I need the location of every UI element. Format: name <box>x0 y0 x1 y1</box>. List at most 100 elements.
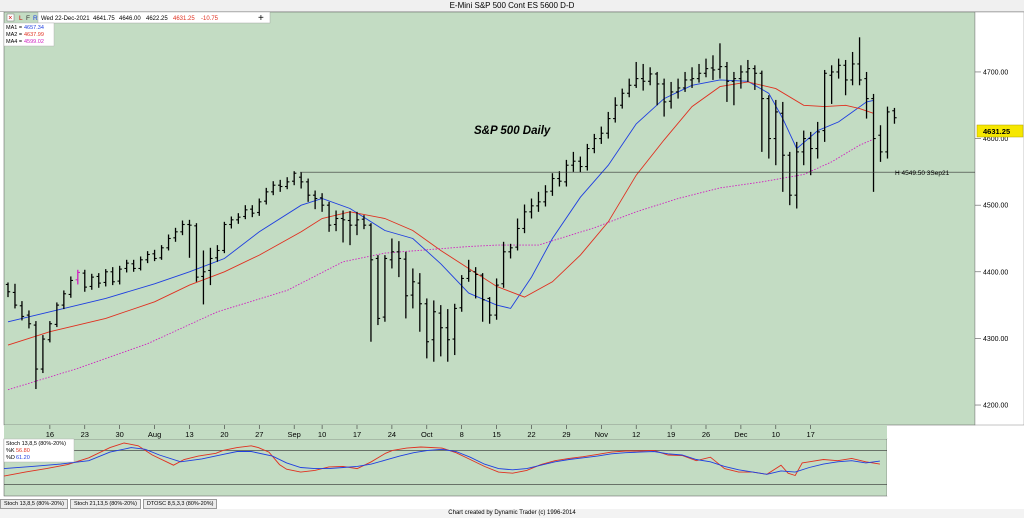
chart-area[interactable]: H 4549.50 3Sep21 4200.00 4300.00 4400.00 45… <box>0 11 1024 505</box>
series-line-ma1 <box>7 79 874 323</box>
x-tick-label: 13 <box>185 430 193 439</box>
tab-dtosc[interactable]: DTOSC 8,5,3,3 (80%-20%) <box>142 499 218 509</box>
ohlc-bar <box>494 278 499 320</box>
ohlc-bar <box>264 187 269 205</box>
ohlc-bar <box>229 216 234 229</box>
horizontal-line-layer: H 4549.50 3Sep21 <box>300 170 975 177</box>
ohlc-bar <box>5 282 11 298</box>
x-tick-label: Dec <box>734 430 748 439</box>
ohlc-bar <box>257 198 262 216</box>
price-axis: 4200.00 4300.00 4400.00 4500.00 4600.00 4700.… <box>975 69 1008 410</box>
ohlc-bar <box>278 179 283 192</box>
ohlc-bar <box>571 151 576 172</box>
x-tick-label: 30 <box>116 430 124 439</box>
ohlc-bar <box>843 59 848 96</box>
stoch-legend-box <box>3 438 75 463</box>
horizontal-line-label: H 4549.50 3Sep21 <box>895 170 950 177</box>
ohlc-bar <box>682 71 688 92</box>
ohlc-bar <box>368 223 374 342</box>
date-axis: 16 23 30 Aug 13 20 27 Sep 10 17 24 Oct 8 15 22 29 Nov 12 1… <box>4 425 887 439</box>
ohlc-bar <box>243 205 248 220</box>
y-tick-label: 4200.00 <box>983 403 1008 410</box>
ohlc-bar <box>613 97 618 123</box>
ohlc-bar <box>124 259 129 273</box>
x-tick-label: Oct <box>421 430 434 439</box>
x-tick-label: 16 <box>46 430 54 439</box>
ohlc-bar <box>40 335 46 374</box>
ohlc-bar <box>250 205 255 218</box>
ohlc-bar <box>508 243 513 259</box>
ohlc-bar <box>431 300 436 362</box>
window-title: E-Mini S&P 500 Cont ES 5600 D-D <box>0 0 1024 12</box>
ohlc-bar <box>731 71 737 106</box>
close-icon-glyph: × <box>8 15 12 22</box>
chart-title: S&P 500 Daily <box>474 125 551 137</box>
y-tick-label: 4500.00 <box>983 203 1008 210</box>
ohlc-bar <box>271 181 276 196</box>
ohlc-bar <box>627 78 632 98</box>
ohlc-bar <box>187 219 192 258</box>
tab-stoch-21-13-5[interactable]: Stoch 21,13,5 (80%-20%) <box>69 499 141 509</box>
ohlc-bar <box>473 267 478 299</box>
ohlc-bar <box>389 238 395 269</box>
refresh-toggle-label[interactable]: R <box>33 15 38 22</box>
ohlc-bar <box>536 191 541 212</box>
ohlc-bar <box>550 173 555 196</box>
ohlc-bar <box>710 55 716 80</box>
ohlc-bar <box>131 259 136 272</box>
ohlc-bar <box>61 290 67 310</box>
ohlc-bar <box>689 67 695 88</box>
x-tick-label: 10 <box>772 430 780 439</box>
close-icon[interactable] <box>6 13 15 22</box>
ohlc-bars <box>5 37 897 390</box>
log-toggle-label[interactable]: L <box>19 15 23 22</box>
flag-toggle-label[interactable]: F <box>26 15 30 22</box>
x-tick-label: 8 <box>460 430 464 439</box>
y-tick-label: 4300.00 <box>983 336 1008 343</box>
ma1-legend-label: MA1 = <box>6 25 22 31</box>
ohlc-bar <box>347 211 353 246</box>
stoch-k-label: %K <box>6 448 15 454</box>
ohlc-bar <box>850 51 855 86</box>
ohlc-bar <box>696 63 702 83</box>
ohlc-bar <box>438 305 443 357</box>
stoch-axis-background <box>887 439 1024 496</box>
ohlc-bar <box>375 255 381 326</box>
x-tick-label: 22 <box>527 430 535 439</box>
ohlc-bar <box>417 273 423 332</box>
ohlc-bar <box>138 256 143 271</box>
ohlc-bar <box>166 234 171 251</box>
header-icons[interactable]: × L F R <box>6 13 38 22</box>
ohlc-bar <box>459 275 464 312</box>
ohlc-bar <box>145 251 150 264</box>
close-readout: 4631.25 <box>173 16 195 22</box>
ohlc-bar <box>668 81 674 109</box>
ohlc-bar <box>403 251 409 319</box>
ohlc-bar <box>396 241 402 278</box>
ohlc-bar <box>815 121 820 159</box>
crosshair-icon[interactable]: + <box>258 13 264 24</box>
ohlc-bar <box>445 309 450 362</box>
ohlc-bar <box>780 101 785 192</box>
tab-stoch-13-8-5[interactable]: Stoch 13,8,5 (80%-20%) <box>0 499 68 509</box>
price-panel-background <box>3 11 976 426</box>
ohlc-bar <box>857 37 862 86</box>
ohlc-bar <box>326 201 332 232</box>
change-readout: -10.75 <box>201 16 219 22</box>
ohlc-bar <box>110 267 115 286</box>
ohlc-bar <box>703 58 709 78</box>
x-tick-label: 26 <box>702 430 710 439</box>
ohlc-bar <box>871 93 876 192</box>
ohlc-bar <box>864 71 869 119</box>
ohlc-bar <box>194 223 199 282</box>
ohlc-bar <box>305 178 311 202</box>
ohlc-bar <box>159 245 164 260</box>
ohlc-bar <box>333 210 339 232</box>
ohlc-bar <box>222 221 227 254</box>
stoch-d-value: 61.20 <box>16 455 30 461</box>
ohlc-bar <box>75 269 80 285</box>
price-chart[interactable]: H 4549.50 3Sep21 4200.00 4300.00 4400.00 45… <box>0 11 1024 499</box>
ohlc-bar <box>452 303 457 356</box>
stoch-d-label: %D <box>6 455 15 461</box>
high-readout: 4646.00 <box>119 16 141 22</box>
